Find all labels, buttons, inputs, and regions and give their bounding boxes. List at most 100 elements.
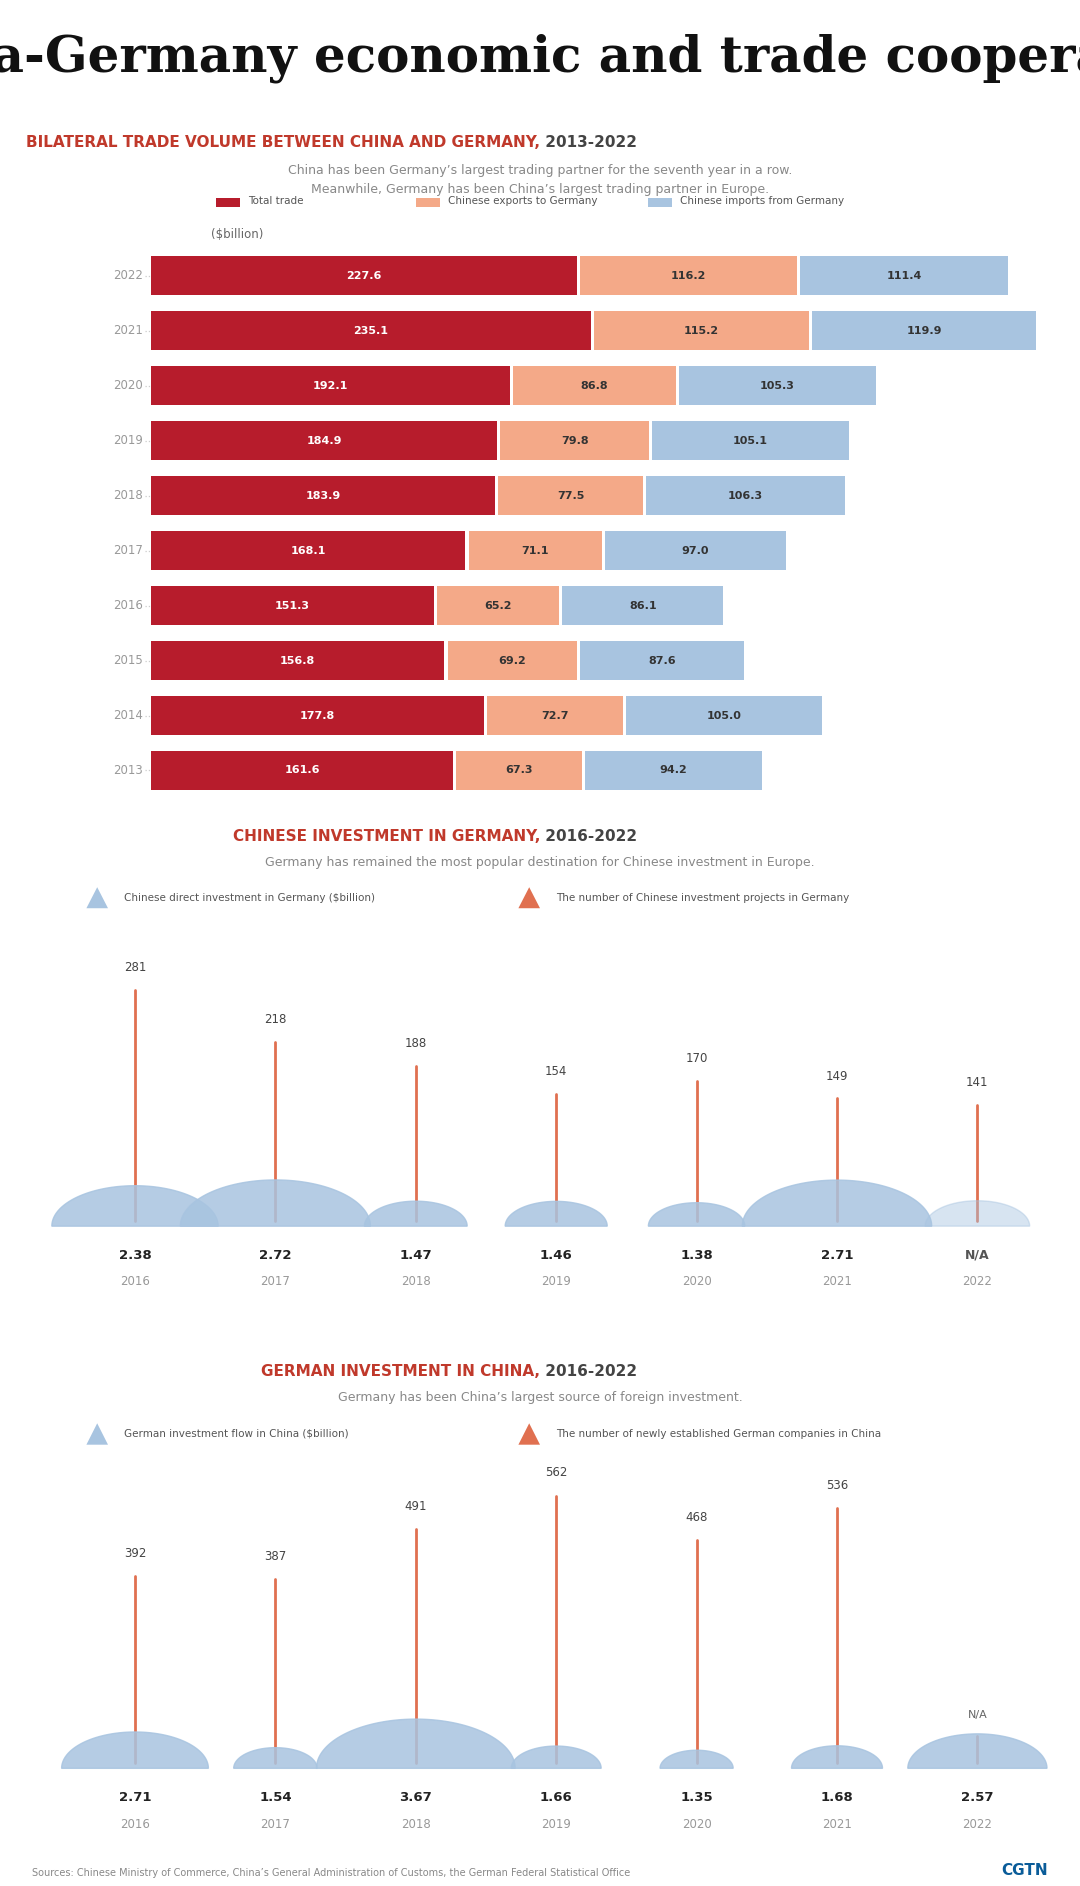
Text: 151.3: 151.3 [275,600,310,611]
FancyBboxPatch shape [447,641,577,681]
Text: 106.3: 106.3 [728,490,764,500]
FancyBboxPatch shape [648,198,672,207]
Text: The number of newly established German companies in China: The number of newly established German c… [556,1430,881,1439]
Text: 2019: 2019 [541,1818,571,1831]
Text: 281: 281 [124,962,146,973]
Text: 2021: 2021 [822,1275,852,1288]
Text: 168.1: 168.1 [291,545,326,556]
Text: 77.5: 77.5 [557,490,584,500]
Text: 2016: 2016 [112,600,143,613]
Text: 94.2: 94.2 [660,766,687,775]
Text: 156.8: 156.8 [280,656,315,666]
Polygon shape [62,1731,208,1769]
FancyBboxPatch shape [498,475,643,515]
Text: 2019: 2019 [541,1275,571,1288]
Text: 149: 149 [826,1069,848,1083]
FancyBboxPatch shape [513,366,676,405]
Text: Total trade: Total trade [248,196,303,206]
Text: 86.8: 86.8 [581,381,608,390]
Text: China has been Germany’s largest trading partner for the seventh year in a row.
: China has been Germany’s largest trading… [287,164,793,196]
Text: 105.3: 105.3 [760,381,795,390]
Text: 2021: 2021 [112,324,143,338]
Text: China-Germany economic and trade cooperation: China-Germany economic and trade coopera… [0,34,1080,83]
FancyBboxPatch shape [646,475,845,515]
Text: 2016-2022: 2016-2022 [540,830,637,845]
FancyBboxPatch shape [457,751,582,790]
Polygon shape [511,1746,602,1769]
FancyBboxPatch shape [500,421,649,460]
Text: 2022: 2022 [962,1275,993,1288]
Text: 2017: 2017 [112,545,143,556]
Text: 2013: 2013 [112,764,143,777]
Text: 218: 218 [265,1013,286,1026]
Text: 2018: 2018 [112,488,143,502]
Text: 177.8: 177.8 [300,711,335,720]
Polygon shape [908,1733,1047,1769]
FancyBboxPatch shape [585,751,761,790]
Text: 562: 562 [545,1467,567,1479]
FancyBboxPatch shape [812,311,1037,351]
Text: 235.1: 235.1 [353,326,389,336]
Text: 116.2: 116.2 [671,272,706,281]
Text: 2013-2022: 2013-2022 [540,134,637,149]
Text: 97.0: 97.0 [681,545,710,556]
FancyBboxPatch shape [469,532,602,570]
Text: 161.6: 161.6 [284,766,320,775]
FancyBboxPatch shape [626,696,822,736]
Polygon shape [316,1720,515,1769]
FancyBboxPatch shape [151,696,484,736]
Polygon shape [86,886,108,909]
Text: 105.0: 105.0 [706,711,742,720]
Text: 2016: 2016 [120,1818,150,1831]
Text: 119.9: 119.9 [907,326,942,336]
FancyBboxPatch shape [487,696,623,736]
FancyBboxPatch shape [652,421,849,460]
Text: N/A: N/A [966,1249,989,1262]
FancyBboxPatch shape [563,587,724,626]
Text: 1.47: 1.47 [400,1249,432,1262]
FancyBboxPatch shape [151,475,495,515]
Text: 2014: 2014 [112,709,143,722]
Text: 183.9: 183.9 [306,490,340,500]
Text: 2018: 2018 [401,1275,431,1288]
Text: Chinese exports to Germany: Chinese exports to Germany [448,196,597,206]
Text: Germany has remained the most popular destination for Chinese investment in Euro: Germany has remained the most popular de… [266,856,814,869]
Text: 2017: 2017 [260,1275,291,1288]
Text: 184.9: 184.9 [307,436,341,445]
FancyBboxPatch shape [679,366,876,405]
Polygon shape [518,1424,540,1445]
FancyBboxPatch shape [437,587,559,626]
Text: 2020: 2020 [681,1818,712,1831]
Polygon shape [505,1201,607,1226]
Text: BILATERAL TRADE VOLUME BETWEEN CHINA AND GERMANY,: BILATERAL TRADE VOLUME BETWEEN CHINA AND… [26,134,540,149]
Text: The number of Chinese investment projects in Germany: The number of Chinese investment project… [556,892,850,903]
Text: 2.71: 2.71 [821,1249,853,1262]
Text: 87.6: 87.6 [648,656,676,666]
Text: 536: 536 [826,1479,848,1492]
Text: 71.1: 71.1 [522,545,549,556]
Text: 1.66: 1.66 [540,1792,572,1805]
Polygon shape [364,1201,468,1226]
Text: N/A: N/A [968,1711,987,1720]
FancyBboxPatch shape [151,421,497,460]
FancyBboxPatch shape [580,256,797,296]
Polygon shape [52,1186,218,1226]
Text: 2.72: 2.72 [259,1249,292,1262]
Text: 387: 387 [265,1550,286,1563]
Polygon shape [660,1750,733,1769]
Text: 170: 170 [686,1052,707,1066]
Text: German investment flow in China ($billion): German investment flow in China ($billio… [124,1430,349,1439]
FancyBboxPatch shape [151,532,465,570]
Text: Sources: Chinese Ministry of Commerce, China’s General Administration of Customs: Sources: Chinese Ministry of Commerce, C… [32,1869,631,1878]
Polygon shape [648,1203,745,1226]
Text: 111.4: 111.4 [887,272,922,281]
Polygon shape [518,886,540,909]
Text: 2020: 2020 [112,379,143,392]
Text: 227.6: 227.6 [347,272,381,281]
Polygon shape [792,1746,882,1769]
Text: 72.7: 72.7 [541,711,568,720]
Text: 491: 491 [405,1499,427,1513]
Text: 2.71: 2.71 [119,1792,151,1805]
FancyBboxPatch shape [416,198,440,207]
Polygon shape [233,1748,318,1769]
